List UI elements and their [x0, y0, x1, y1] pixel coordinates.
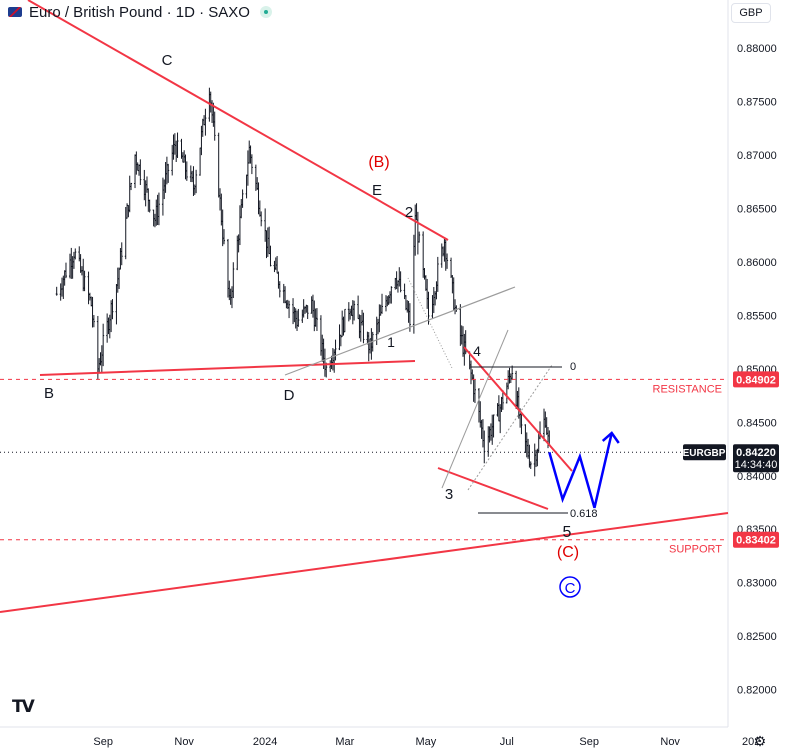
- wave-label: B: [44, 385, 54, 402]
- support-label: SUPPORT: [669, 544, 722, 556]
- eur-gbp-flag-icon: [8, 7, 22, 17]
- support-price-tag: 0.83402: [736, 535, 776, 547]
- resistance-price-tag-bg: [733, 371, 779, 388]
- y-tick-label: 0.88000: [737, 43, 777, 55]
- resistance-label: RESISTANCE: [653, 383, 722, 395]
- y-tick-label: 0.86500: [737, 203, 777, 215]
- symbol-tag: EURGBP: [683, 448, 726, 459]
- y-tick-label: 0.85500: [737, 310, 777, 322]
- wave-label: E: [372, 182, 382, 199]
- candles-layer: [55, 87, 551, 477]
- triangle-lower-line: [39, 360, 416, 376]
- x-tick-label: Jul: [500, 736, 514, 748]
- channel-line-3: [467, 364, 553, 491]
- countdown: 14:34:40: [735, 459, 778, 471]
- chart-header: Euro / British Pound · 1D · SAXO: [8, 3, 272, 21]
- overlays-layer: RESISTANCE SUPPORT B C D E (B) 1 2 3 4 5 (C) C 0 0.618: [0, 0, 729, 613]
- connector-dotted: [407, 277, 453, 369]
- wave-label: (C): [557, 544, 579, 561]
- x-tick-label: 2024: [253, 736, 277, 748]
- wave-label: C: [162, 52, 173, 69]
- x-tick-label: Sep: [93, 736, 113, 748]
- x-tick-label: Nov: [660, 736, 680, 748]
- symbol-tag-bg: [683, 444, 726, 461]
- symbol-title[interactable]: Euro / British Pound · 1D · SAXO: [29, 3, 250, 21]
- wave-label: D: [284, 387, 295, 404]
- projection-path: [548, 432, 613, 509]
- wave-5-upper-line: [463, 346, 573, 472]
- market-open-status-icon: [259, 6, 272, 18]
- wave-label: 1: [387, 334, 395, 350]
- y-tick-label: 0.82000: [737, 685, 777, 697]
- time-axis: Sep Nov 2024 Mar May Jul Sep Nov 202: [93, 736, 760, 748]
- long-support-line: [0, 512, 729, 613]
- projection-arrowhead: [601, 431, 620, 444]
- y-tick-label: 0.87500: [737, 97, 777, 109]
- y-tick-label: 0.87000: [737, 150, 777, 162]
- wave-label: 5: [563, 524, 572, 541]
- x-tick-label: 202: [742, 736, 760, 748]
- triangle-upper-line: [27, 0, 449, 241]
- x-tick-label: Mar: [335, 736, 354, 748]
- wave-label: 4: [473, 343, 481, 359]
- last-price-tag-bg: [733, 444, 779, 473]
- wave-c-circle: [559, 576, 581, 598]
- y-tick-label: 0.82500: [737, 631, 777, 643]
- wave-label-circled: C: [565, 580, 576, 597]
- currency-button[interactable]: GBP: [731, 3, 771, 23]
- wave-label: 3: [445, 486, 453, 503]
- support-price-tag-bg: [733, 531, 779, 548]
- wave-label: 2: [405, 204, 413, 221]
- fib-label-0: 0: [570, 361, 576, 373]
- y-tick-label: 0.84500: [737, 417, 777, 429]
- price-axis: 0.88000 0.87500 0.87000 0.86500 0.86000 0.855…: [737, 43, 777, 696]
- wave-label: (B): [368, 154, 389, 171]
- channel-line-1: [284, 286, 516, 376]
- resistance-price-tag: 0.84902: [736, 374, 776, 386]
- x-tick-label: Sep: [579, 736, 599, 748]
- wave-5-lower-line: [437, 467, 549, 510]
- gear-icon[interactable]: ⚙: [753, 732, 767, 749]
- tradingview-logo-icon[interactable]: TV: [12, 697, 35, 717]
- x-tick-label: Nov: [174, 736, 194, 748]
- y-tick-label: 0.84000: [737, 471, 777, 483]
- last-price-value: 0.84220: [736, 447, 776, 459]
- x-tick-label: May: [415, 736, 436, 748]
- channel-line-2: [441, 329, 509, 489]
- fib-label-0618: 0.618: [570, 508, 598, 520]
- y-tick-label: 0.83000: [737, 578, 777, 590]
- y-tick-label: 0.86000: [737, 257, 777, 269]
